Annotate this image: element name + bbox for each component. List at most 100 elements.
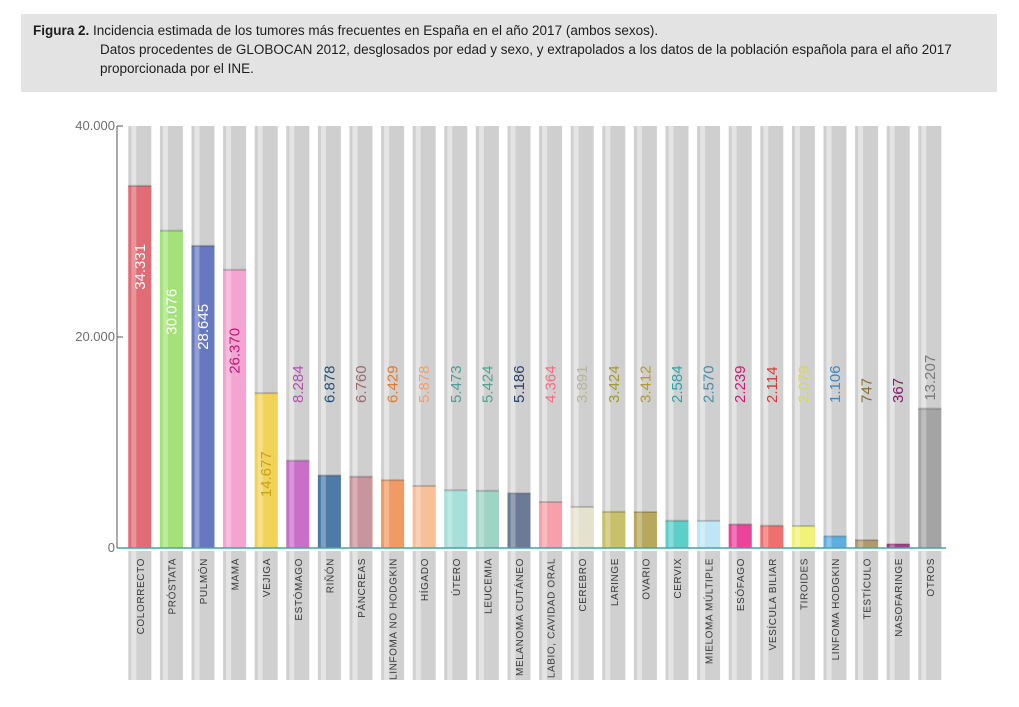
- category-label-highlight: [447, 551, 453, 680]
- bar-1: [159, 230, 183, 549]
- bar-0: [128, 185, 152, 548]
- value-label-8: 6.429: [385, 365, 402, 403]
- value-label-25: 13.207: [922, 355, 939, 401]
- bar-highlight: [858, 540, 864, 548]
- value-label-19: 2.239: [732, 365, 749, 403]
- category-label-highlight: [700, 551, 706, 680]
- bar-3: [223, 269, 247, 548]
- category-label-25: OTROS: [926, 558, 937, 597]
- category-label-highlight: [921, 551, 927, 680]
- bar-18: [697, 520, 721, 548]
- bar-highlight: [573, 506, 579, 548]
- bar-highlight: [605, 511, 611, 548]
- category-label-highlight: [668, 551, 674, 680]
- category-label-8: LINFOMA NO HODGKIN: [389, 558, 400, 680]
- bar-background-highlight: [320, 126, 326, 548]
- bar-top-edge: [886, 543, 910, 546]
- category-label-5: ESTÓMAGO: [292, 558, 305, 621]
- bar-highlight: [478, 490, 484, 548]
- bar-background-highlight: [763, 126, 769, 548]
- bar-background-highlight: [858, 126, 864, 548]
- bar-highlight: [257, 393, 263, 548]
- bar-2: [191, 245, 215, 548]
- bar-12: [507, 493, 531, 548]
- value-label-12: 5.186: [511, 365, 528, 403]
- bar-top-edge: [412, 484, 436, 487]
- bar-top-edge: [823, 535, 847, 538]
- value-label-7: 6.760: [353, 365, 370, 403]
- bar-top-edge: [507, 492, 531, 495]
- category-label-11: LEUCEMIA: [483, 558, 494, 614]
- category-label-highlight: [478, 551, 484, 680]
- bar-top-edge: [317, 474, 341, 477]
- bar-background-highlight: [352, 126, 358, 548]
- bar-highlight: [794, 526, 800, 548]
- value-label-17: 2.584: [669, 365, 686, 403]
- bar-23: [855, 540, 879, 548]
- category-label-4: VEJIGA: [262, 558, 273, 597]
- value-label-23: 747: [859, 378, 876, 403]
- bar-top-edge: [602, 510, 626, 513]
- y-tick-label: 40.000: [75, 118, 115, 133]
- bar-top-edge: [349, 475, 373, 478]
- category-label-highlight: [636, 551, 642, 680]
- bar-highlight: [668, 520, 674, 548]
- bar-background-highlight: [447, 126, 453, 548]
- bar-background-highlight: [257, 126, 263, 548]
- category-label-24: NASOFARINGE: [894, 558, 905, 637]
- bar-top-edge: [570, 505, 594, 508]
- bar-background-highlight: [731, 126, 737, 548]
- bar-background-highlight: [289, 126, 295, 548]
- bar-10: [444, 490, 468, 548]
- value-label-13: 4.364: [543, 365, 560, 403]
- category-label-15: LARINGE: [610, 558, 621, 606]
- category-label-12: MELANOMA CUTÁNEO: [513, 558, 526, 676]
- category-label-23: TESTÍCULO: [861, 558, 874, 620]
- bar-16: [633, 512, 657, 548]
- bar-background-highlight: [605, 126, 611, 548]
- bar-background-highlight: [636, 126, 642, 548]
- bar-top-edge: [855, 539, 879, 542]
- category-label-highlight: [573, 551, 579, 680]
- value-label-11: 5.424: [479, 365, 496, 403]
- category-label-16: OVARIO: [641, 558, 652, 600]
- category-label-19: ESÓFAGO: [734, 558, 747, 611]
- category-label-7: PÁNCREAS: [355, 558, 368, 618]
- category-label-highlight: [352, 551, 358, 680]
- bar-top-edge: [539, 500, 563, 503]
- bar-highlight: [542, 501, 548, 548]
- bar-top-edge: [254, 392, 278, 395]
- bar-13: [539, 501, 563, 548]
- value-label-4: 14.677: [258, 451, 275, 497]
- bar-background-highlight: [700, 126, 706, 548]
- value-label-0: 34.331: [132, 244, 149, 290]
- bar-19: [728, 524, 752, 548]
- value-label-18: 2.570: [701, 365, 718, 403]
- bar-15: [602, 511, 626, 548]
- bar-background-highlight: [826, 126, 832, 548]
- value-label-21: 2.079: [795, 365, 812, 403]
- bar-background-highlight: [889, 126, 895, 548]
- value-label-20: 2.114: [764, 367, 781, 403]
- bar-top-edge: [223, 268, 247, 271]
- bar-top-edge: [760, 524, 784, 527]
- bar-24: [886, 544, 910, 548]
- bar-25: [918, 408, 942, 548]
- bar-background-highlight: [542, 126, 548, 548]
- bar-top-edge: [286, 459, 310, 462]
- category-label-highlight: [858, 551, 864, 680]
- category-label-6: RIÑÓN: [323, 558, 336, 593]
- bar-top-edge: [159, 229, 183, 232]
- category-label-0: COLORRECTO: [136, 558, 147, 634]
- y-tick-label: 20.000: [75, 329, 115, 344]
- y-tick-label: 0: [108, 540, 115, 555]
- bar-top-edge: [697, 519, 721, 522]
- bar-top-edge: [191, 244, 215, 247]
- value-label-2: 28.645: [195, 304, 212, 350]
- bar-top-edge: [444, 489, 468, 492]
- bar-highlight: [226, 269, 232, 548]
- category-label-13: LABIO, CAVIDAD ORAL: [547, 558, 558, 678]
- value-label-6: 6.878: [321, 365, 338, 403]
- category-label-highlight: [542, 551, 548, 680]
